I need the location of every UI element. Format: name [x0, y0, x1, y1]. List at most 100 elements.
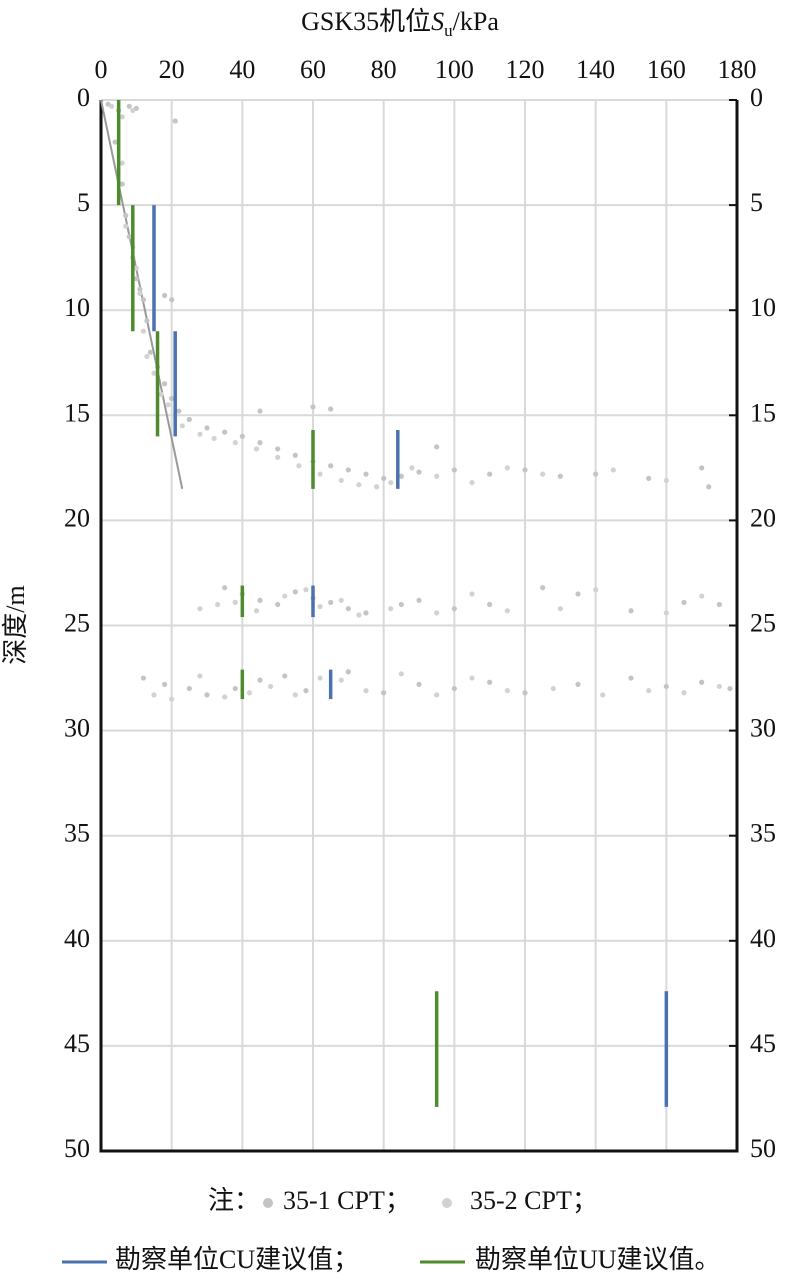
cpt-point [504, 465, 510, 471]
cpt-point [593, 471, 599, 477]
cpt-point [363, 471, 369, 477]
cpt-point [119, 160, 125, 166]
cpt-point [197, 431, 203, 437]
cpt-point [186, 416, 192, 423]
cpt-point [257, 597, 263, 603]
cpt-point [487, 601, 493, 608]
cpt-point [253, 446, 260, 452]
cpt-point [215, 601, 221, 608]
cpt-point [165, 402, 171, 408]
cpt-point [197, 673, 203, 679]
cpt-point [575, 681, 581, 687]
y-tick-label: 5 [77, 188, 90, 217]
cpt-point [123, 223, 129, 229]
x-tick-label: 20 [159, 55, 185, 84]
cpt-point [338, 597, 344, 603]
cpt-point [232, 440, 238, 446]
cpt-point [363, 688, 369, 694]
legend-label: 35-2 CPT； [470, 1186, 598, 1215]
cpt-point [133, 276, 139, 282]
cpt-point [522, 690, 528, 696]
cpt-point [356, 612, 362, 618]
cpt-point [275, 446, 281, 452]
cpt-point [303, 688, 309, 694]
cpt-point [211, 435, 217, 442]
cpt-point [600, 692, 606, 698]
cpt-point [374, 484, 380, 490]
y-tick-label: 35 [64, 819, 90, 848]
cpt-point [663, 477, 669, 484]
y-tick-label: 10 [64, 293, 90, 322]
y-tick-label: 50 [64, 1134, 90, 1163]
cpt-point [416, 681, 422, 687]
cpt-point [126, 234, 132, 240]
cpt-point [112, 139, 118, 145]
y-tick-label: 15 [64, 398, 90, 427]
y-tick-label: 25 [64, 608, 90, 637]
cpt-point [610, 467, 616, 473]
cpt-point [268, 683, 274, 690]
y-tick-label-right: 5 [750, 188, 763, 217]
cpt-point [409, 465, 415, 471]
cpt-point [338, 477, 344, 484]
cpt-point [292, 589, 298, 595]
cpt-point [109, 103, 115, 109]
cpt-point [123, 213, 129, 219]
cpt-point [451, 685, 457, 692]
y-axis-label: 深度/m [1, 585, 30, 664]
legend-symbol [263, 1198, 273, 1208]
cpt-point [222, 694, 228, 700]
cpt-point [292, 692, 298, 698]
cpt-point [451, 467, 457, 473]
cpt-point [345, 669, 351, 675]
cpt-point [172, 118, 178, 124]
cpt-point [137, 290, 143, 296]
y-tick-label-right: 20 [750, 503, 776, 532]
x-tick-label: 160 [647, 55, 686, 84]
cpt-point [363, 610, 369, 616]
cpt-point [317, 675, 323, 681]
cpt-point [119, 181, 125, 187]
cpt-point [398, 601, 404, 608]
cpt-point [151, 370, 157, 376]
cpt-point [204, 692, 210, 698]
cpt-point [130, 107, 136, 114]
cpt-point [317, 471, 323, 477]
y-tick-label: 0 [77, 83, 90, 112]
cpt-point [504, 688, 510, 694]
cpt-point [434, 444, 440, 450]
cpt-point [275, 454, 281, 460]
cpt-point [504, 608, 510, 614]
legend-symbol [442, 1198, 452, 1208]
cpt-point [126, 103, 132, 109]
cpt-point [434, 692, 440, 698]
cpt-point [356, 482, 362, 488]
x-tick-label: 40 [229, 55, 255, 84]
cpt-point [699, 679, 705, 685]
cpt-point [232, 685, 238, 692]
legend-label: 勘察单位UU建议值。 [475, 1245, 721, 1274]
cpt-point [345, 606, 351, 612]
y-tick-label-right: 40 [750, 924, 776, 953]
legend-label: 35-1 CPT； [283, 1186, 411, 1215]
cpt-point [663, 610, 669, 616]
cpt-point [162, 681, 168, 687]
cpt-point [522, 467, 528, 473]
cpt-point [282, 673, 288, 679]
cpt-point [716, 683, 722, 690]
cpt-point [162, 381, 168, 387]
cpt-point [487, 679, 493, 685]
cpt-point [540, 585, 546, 591]
cpt-point [119, 114, 125, 120]
x-tick-label: 80 [371, 55, 397, 84]
cpt-point [727, 685, 733, 692]
cpt-point [169, 395, 175, 402]
cpt-point [398, 473, 404, 479]
cpt-point [257, 440, 263, 446]
cpt-point [646, 688, 652, 694]
cpt-point [699, 465, 705, 471]
cpt-point [345, 467, 351, 473]
cpt-point [169, 696, 175, 702]
cpt-point [557, 473, 563, 479]
cpt-point [296, 463, 302, 469]
